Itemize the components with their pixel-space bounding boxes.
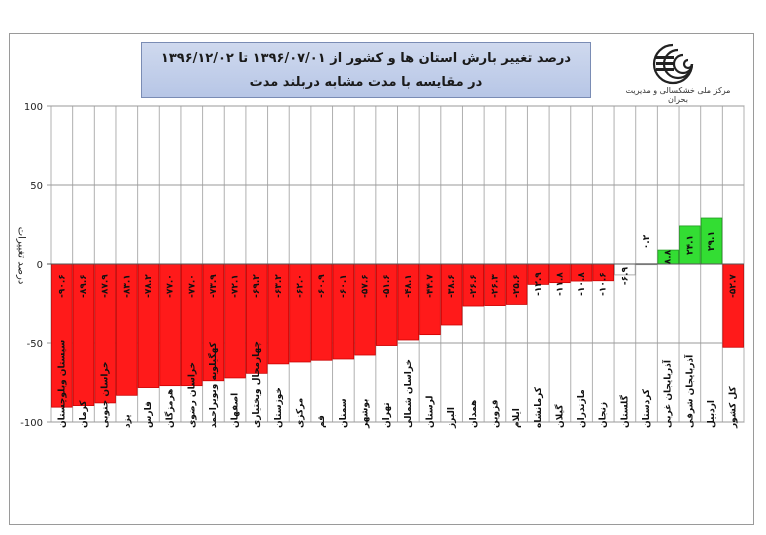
x-tick-label: مرکزی <box>296 398 306 428</box>
bar-value-label: -۸۳.۱ <box>122 274 132 298</box>
x-tick-label: هرمزگان <box>164 389 176 428</box>
bar-value-label: -۶۳.۲ <box>274 274 284 298</box>
bar-value-label: -۲۶.۶ <box>469 274 479 298</box>
bar-value-label: -۱۱.۸ <box>555 272 565 296</box>
x-tick-label: بوشهر <box>361 399 371 429</box>
chart-subtitle: در مقایسه با مدت مشابه دربلند مدت <box>249 75 483 90</box>
chart-title-box: درصد تغییر بارش استان ها و کشور از ۱۳۹۶/… <box>141 42 591 98</box>
y-tick-label: 100 <box>24 102 43 113</box>
bar-value-label: -۱۰.۶ <box>599 272 609 296</box>
x-tick-label: سمنان <box>339 398 349 428</box>
x-tick-label: فارس <box>144 401 154 428</box>
x-tick-label: کردستان <box>642 388 652 428</box>
bar-value-label: -۵۲.۷ <box>729 274 739 298</box>
bar-value-label: -۵۷.۶ <box>361 274 371 298</box>
bar-value-label: -۷۳.۹ <box>209 274 219 298</box>
bar-value-label: -۴۸.۱ <box>404 274 414 298</box>
logo-caption: مرکز ملی خشکسالی و مدیریت بحران <box>625 86 731 104</box>
bar-value-label: ۲۹.۱ <box>707 231 717 251</box>
chart-frame <box>9 33 754 525</box>
bar-value-label: -۱۰.۸ <box>577 272 587 296</box>
drought-center-logo <box>652 43 694 85</box>
x-tick-label: گیلان <box>553 404 565 428</box>
bar-value-label: -۵۱.۶ <box>382 274 392 298</box>
bar-value-label: -۶۰.۱ <box>339 274 349 298</box>
bar-value-label: ۲۴.۱ <box>685 235 695 255</box>
x-tick-label: قم <box>317 415 327 428</box>
x-tick-label: کرمانشاه <box>534 386 544 428</box>
bar-value-label: -۷۷.۰ <box>187 274 197 298</box>
x-tick-label: سیستان وبلوچستان <box>57 340 67 428</box>
x-tick-label: چهارمحال وبختیاری <box>252 341 262 428</box>
x-tick-label: قزوین <box>490 399 500 428</box>
bar-value-label: -۸۷.۹ <box>101 274 111 298</box>
x-tick-label: یزد <box>122 414 132 428</box>
bar-value-label: -۷۸.۲ <box>144 274 154 298</box>
x-tick-label: تهران <box>382 402 392 428</box>
bar-value-label: -۲۵.۶ <box>512 274 522 298</box>
x-tick-label: خراسان شمالی <box>404 359 414 428</box>
y-tick-label: -50 <box>27 339 43 350</box>
x-tick-label: زنجان <box>599 402 609 428</box>
bar-value-label: -۸۹.۶ <box>79 274 89 298</box>
bar-value-label: -۹۰.۶ <box>57 274 67 298</box>
x-tick-label: اصفهان <box>231 393 241 428</box>
x-tick-label: کل کشور <box>729 386 739 429</box>
x-tick-label: آذربایجان غربی <box>662 359 674 428</box>
x-tick-label: کرمان <box>79 400 89 428</box>
bar-value-label: -۶۹.۲ <box>252 274 262 298</box>
bar-value-label: -۶۰.۹ <box>317 274 327 298</box>
bar-value-label: -۲۶.۳ <box>490 274 500 298</box>
x-tick-label: خوزستان <box>274 387 284 428</box>
bar-value-label: -۴۴.۷ <box>425 274 435 298</box>
x-tick-label: مازندران <box>577 389 587 428</box>
x-tick-label: لرستان <box>425 395 435 428</box>
bar-value-label: -۶.۹ <box>620 266 630 285</box>
x-tick-label: کهگیلویه وبویراحمد <box>207 341 219 428</box>
bar-value-label: ۸.۸ <box>664 249 674 264</box>
x-tick-label: اردبیل <box>707 400 717 428</box>
x-tick-label: خراسان جنوبی <box>101 361 111 428</box>
y-tick-label: 0 <box>37 260 43 271</box>
bar-value-label: -۷۷.۰ <box>166 274 176 298</box>
bar-value-label: -۳۸.۶ <box>447 274 457 298</box>
x-tick-label: همدان <box>469 400 479 428</box>
chart-title: درصد تغییر بارش استان ها و کشور از ۱۳۹۶/… <box>160 51 572 66</box>
x-tick-label: آذربایجان شرقی <box>683 354 695 428</box>
bar-value-label: -۷۲.۱ <box>231 274 241 298</box>
x-tick-label: البرز <box>447 407 457 429</box>
bar-value-label: -۱۲.۹ <box>534 272 544 296</box>
y-tick-label: -100 <box>20 418 43 429</box>
y-tick-label: 50 <box>30 181 43 192</box>
x-tick-label: خراسان رضوی <box>187 362 197 428</box>
bar-value-label: -۶۲.۰ <box>296 274 306 298</box>
x-tick-label: گلستان <box>618 394 630 428</box>
x-tick-label: ایلام <box>512 408 522 428</box>
bar-value-label: ۰.۲ <box>642 234 652 249</box>
